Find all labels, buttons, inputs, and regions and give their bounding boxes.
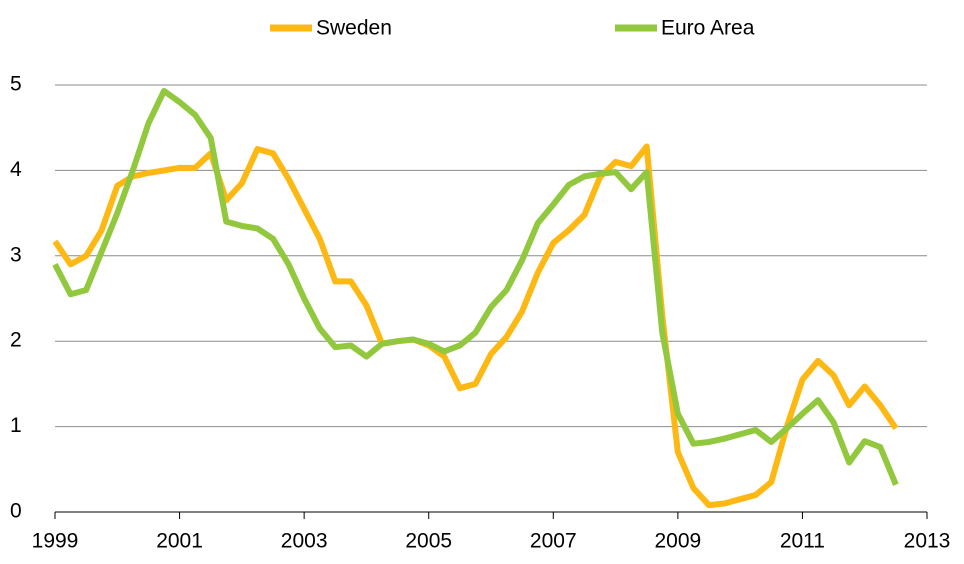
x-tick-label: 2001 [156,530,203,553]
y-tick-label: 4 [10,158,22,181]
x-tick-label: 2007 [530,530,577,553]
series-line [52,143,899,509]
y-tick-label: 5 [10,73,22,96]
x-tick-label: 2013 [904,530,951,553]
legend-label: Sweden [316,17,392,40]
y-tick-label: 3 [10,243,22,266]
y-tick-label: 2 [10,329,22,352]
x-tick-label: 2003 [281,530,328,553]
y-tick-label: 0 [10,500,22,523]
y-tick-label: 1 [10,414,22,437]
x-tick-label: 1999 [32,530,79,553]
x-tick-label: 2011 [780,530,825,553]
series-line [52,87,899,486]
legend: Sweden Euro Area [270,17,755,40]
legend-label: Euro Area [661,17,755,40]
x-tick-label: 2009 [654,530,701,553]
x-tick-label: 2005 [405,530,452,553]
